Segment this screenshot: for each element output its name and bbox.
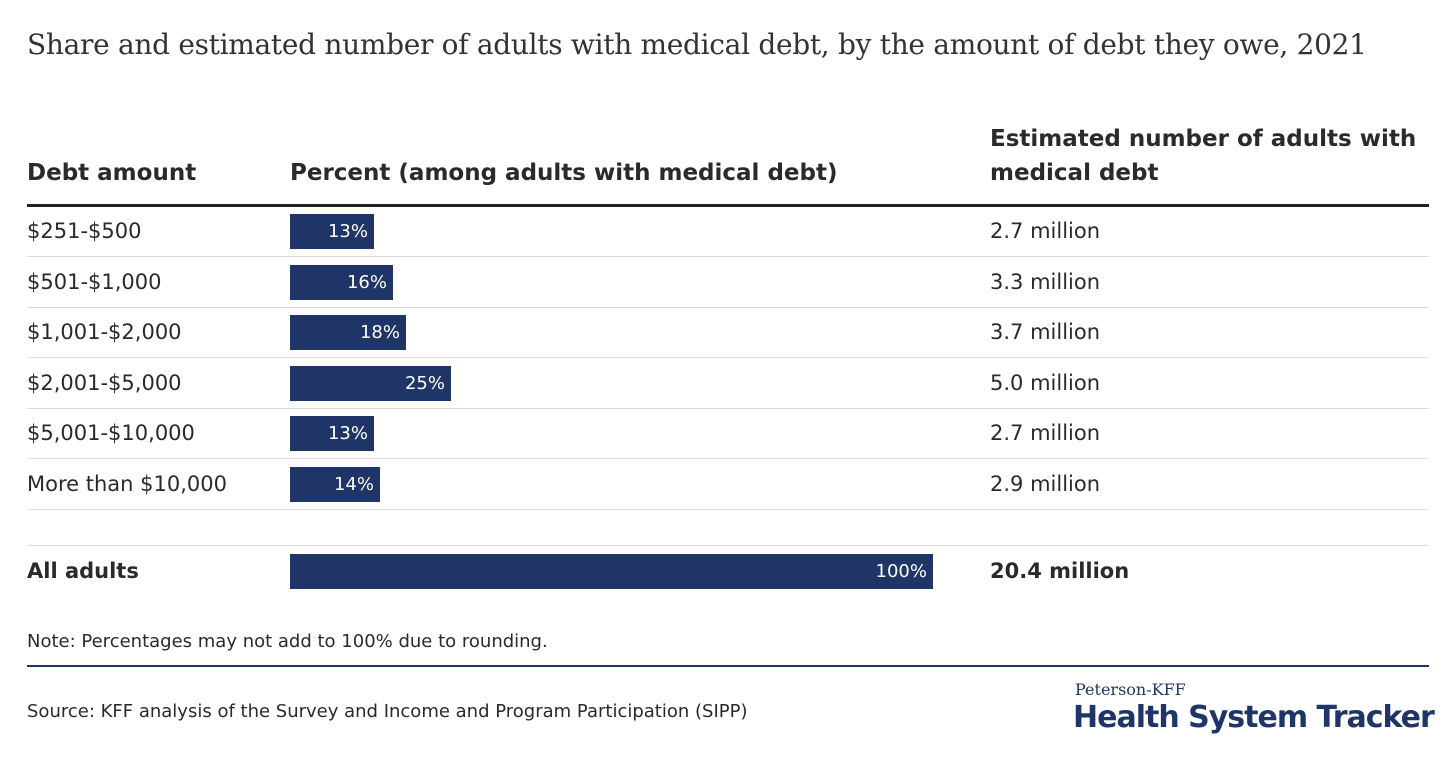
column-header-percent: Percent (among adults with medical debt) [290,160,838,186]
column-header-debt-amount: Debt amount [27,160,197,186]
table-row: $5,001-$10,000 13% 2.7 million [27,408,1429,459]
header-divider [27,204,1429,207]
table-row: $251-$500 13% 2.7 million [27,206,1429,257]
estimated-number: 3.7 million [990,320,1101,344]
spacer-row [27,509,1429,546]
estimated-number: 2.7 million [990,421,1101,445]
percent-bar-label: 100% [875,561,927,582]
table-row: $501-$1,000 16% 3.3 million [27,257,1429,308]
table-row: $1,001-$2,000 18% 3.7 million [27,307,1429,358]
percent-bar-label: 18% [359,322,400,343]
percent-bar: 14% [290,466,380,502]
estimated-number: 3.3 million [990,269,1101,294]
percent-bar: 25% [290,365,451,401]
estimated-number: 2.9 million [990,471,1101,496]
estimated-number: 20.4 million [990,559,1130,583]
estimated-number: 2.7 million [990,219,1101,243]
percent-bar-label: 14% [333,473,374,495]
column-header-estimated-number: Estimated number of adults with medical … [990,126,1417,186]
percent-bar-label: 13% [327,423,368,444]
row-label: More than $10,000 [27,471,227,496]
estimated-number: 5.0 million [990,370,1101,395]
row-label: $251-$500 [27,219,142,243]
total-row: All adults 100% 20.4 million [27,546,1429,596]
percent-bar: 100% [290,554,933,589]
logo-health-system-tracker: Health System Tracker [1073,700,1435,735]
table-row: More than $10,000 14% 2.9 million [27,459,1429,510]
chart-note: Note: Percentages may not add to 100% du… [27,631,548,652]
table-row: $2,001-$5,000 25% 5.0 million [27,358,1429,409]
percent-bar-label: 16% [346,271,387,293]
row-label: $2,001-$5,000 [27,370,182,395]
row-label: $501-$1,000 [27,269,162,294]
percent-bar-label: 25% [404,372,445,394]
percent-bar: 18% [290,315,406,350]
footer-divider [27,665,1429,667]
row-label: All adults [27,559,139,583]
percent-bar-label: 13% [327,221,368,242]
percent-bar: 13% [290,416,374,451]
percent-bar: 16% [290,264,393,300]
row-label: $5,001-$10,000 [27,421,195,445]
chart-title: Share and estimated number of adults wit… [27,28,1367,61]
logo-peterson-kff: Peterson-KFF [1075,680,1186,699]
chart-source: Source: KFF analysis of the Survey and I… [27,701,748,722]
percent-bar: 13% [290,214,374,249]
row-label: $1,001-$2,000 [27,320,182,344]
